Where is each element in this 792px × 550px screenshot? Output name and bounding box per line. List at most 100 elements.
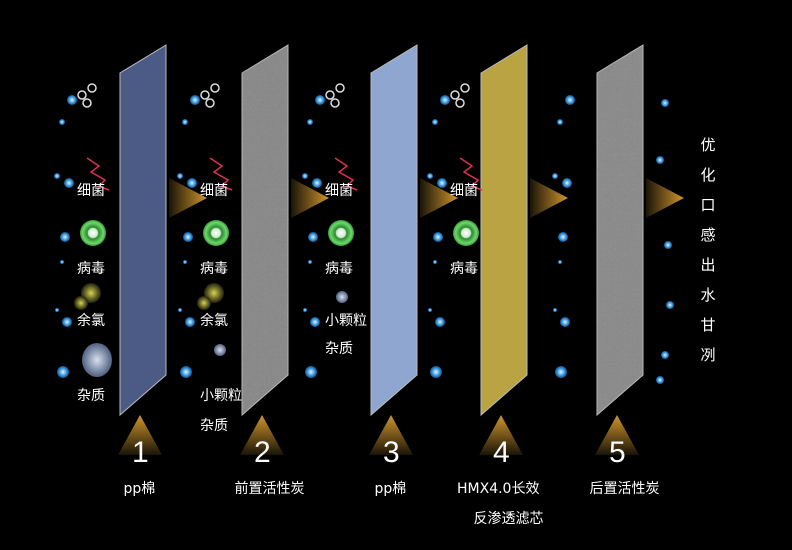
water-drop-icon bbox=[308, 232, 318, 242]
filter-panel-3 bbox=[370, 44, 418, 417]
water-drop-icon bbox=[560, 317, 570, 327]
output-text-char: 化 bbox=[700, 166, 716, 184]
small-particle-icon bbox=[336, 291, 348, 303]
water-drop-icon bbox=[185, 317, 195, 327]
impurity-icon bbox=[82, 343, 112, 377]
bacteria-icon bbox=[209, 157, 233, 191]
stage-pointer-arrow bbox=[479, 415, 523, 455]
stage-number: 1 bbox=[132, 436, 149, 469]
water-drop-icon bbox=[67, 95, 77, 105]
water-drop-icon bbox=[307, 119, 313, 125]
water-drop-icon bbox=[178, 308, 182, 312]
chlorine-icon bbox=[74, 296, 88, 310]
water-drop-icon bbox=[312, 178, 322, 188]
molecule-icon bbox=[450, 90, 460, 100]
filter-panel-4 bbox=[480, 44, 528, 417]
molecule-icon bbox=[205, 98, 215, 108]
filter-panel-1 bbox=[119, 44, 167, 417]
contaminant-label: 杂质 bbox=[325, 341, 353, 357]
molecule-icon bbox=[82, 98, 92, 108]
molecule-icon bbox=[335, 83, 345, 93]
stage-pointer-arrow bbox=[240, 415, 284, 455]
contaminant-label: 病毒 bbox=[450, 261, 478, 277]
stage-label: 反渗透滤芯 bbox=[473, 511, 544, 527]
water-drop-icon bbox=[62, 317, 72, 327]
bacteria-icon bbox=[334, 157, 358, 191]
flow-arrow-right bbox=[291, 178, 329, 218]
water-drop-icon bbox=[555, 366, 567, 378]
water-drop-icon bbox=[558, 260, 562, 264]
water-drop-icon bbox=[64, 178, 74, 188]
water-drop-icon bbox=[656, 376, 664, 384]
water-drop-icon bbox=[437, 178, 447, 188]
water-drop-icon bbox=[310, 317, 320, 327]
water-drop-icon bbox=[565, 95, 575, 105]
molecule-icon bbox=[77, 90, 87, 100]
water-drop-icon bbox=[666, 301, 674, 309]
molecule-icon bbox=[330, 98, 340, 108]
contaminant-label: 病毒 bbox=[200, 261, 228, 277]
contaminant-label: 小颗粒 bbox=[325, 313, 367, 329]
water-drop-icon bbox=[427, 173, 433, 179]
output-text-char: 感 bbox=[700, 226, 716, 244]
molecule-icon bbox=[200, 90, 210, 100]
water-drop-icon bbox=[656, 156, 664, 164]
water-drop-icon bbox=[54, 173, 60, 179]
stage-label: 后置活性炭 bbox=[589, 481, 660, 497]
water-drop-icon bbox=[432, 119, 438, 125]
water-drop-icon bbox=[664, 241, 672, 249]
water-drop-icon bbox=[661, 99, 669, 107]
virus-icon bbox=[203, 220, 229, 246]
chlorine-icon bbox=[81, 283, 101, 303]
water-drop-icon bbox=[182, 119, 188, 125]
water-drop-icon bbox=[428, 308, 432, 312]
stage-label: pp棉 bbox=[374, 481, 407, 497]
water-drop-icon bbox=[180, 366, 192, 378]
virus-icon bbox=[328, 220, 354, 246]
contaminant-label: 杂质 bbox=[77, 388, 105, 404]
water-drop-icon bbox=[57, 366, 69, 378]
water-drop-icon bbox=[562, 178, 572, 188]
contaminant-label: 细菌 bbox=[200, 183, 228, 199]
output-text-char: 出 bbox=[700, 256, 716, 274]
contaminant-label: 杂质 bbox=[200, 418, 228, 434]
water-drop-icon bbox=[59, 119, 65, 125]
stage-pointer-arrow bbox=[595, 415, 639, 455]
stage-number: 4 bbox=[493, 436, 510, 469]
contaminant-label: 细菌 bbox=[325, 183, 353, 199]
flow-arrow-right bbox=[420, 178, 458, 218]
molecule-icon bbox=[210, 83, 220, 93]
water-drop-icon bbox=[435, 317, 445, 327]
stage-pointer-arrow bbox=[118, 415, 162, 455]
water-drop-icon bbox=[552, 173, 558, 179]
stage-number: 3 bbox=[383, 436, 400, 469]
stage-pointer-arrow bbox=[369, 415, 413, 455]
water-drop-icon bbox=[308, 260, 312, 264]
water-drop-icon bbox=[305, 366, 317, 378]
water-drop-icon bbox=[315, 95, 325, 105]
output-text-char: 甘 bbox=[700, 316, 716, 334]
contaminant-label: 病毒 bbox=[77, 261, 105, 277]
contaminant-label: 病毒 bbox=[325, 261, 353, 277]
water-drop-icon bbox=[177, 173, 183, 179]
small-particle-icon bbox=[214, 344, 226, 356]
molecule-icon bbox=[455, 98, 465, 108]
panel-texture bbox=[242, 45, 288, 415]
output-quality-text: 优化口感出水甘冽 bbox=[698, 130, 718, 370]
virus-icon bbox=[80, 220, 106, 246]
output-text-char: 水 bbox=[700, 286, 716, 304]
water-drop-icon bbox=[187, 178, 197, 188]
water-drop-icon bbox=[302, 173, 308, 179]
water-drop-icon bbox=[55, 308, 59, 312]
stage-label: pp棉 bbox=[123, 481, 156, 497]
contaminant-label: 小颗粒 bbox=[200, 388, 242, 404]
water-drop-icon bbox=[60, 260, 64, 264]
output-text-char: 口 bbox=[700, 196, 716, 214]
water-drop-icon bbox=[433, 232, 443, 242]
output-text-char: 冽 bbox=[700, 346, 716, 364]
stage-number: 2 bbox=[254, 436, 271, 469]
contaminant-label: 余氯 bbox=[200, 313, 228, 329]
water-drop-icon bbox=[60, 232, 70, 242]
contaminant-label: 余氯 bbox=[77, 313, 105, 329]
output-text-char: 优 bbox=[700, 136, 716, 154]
